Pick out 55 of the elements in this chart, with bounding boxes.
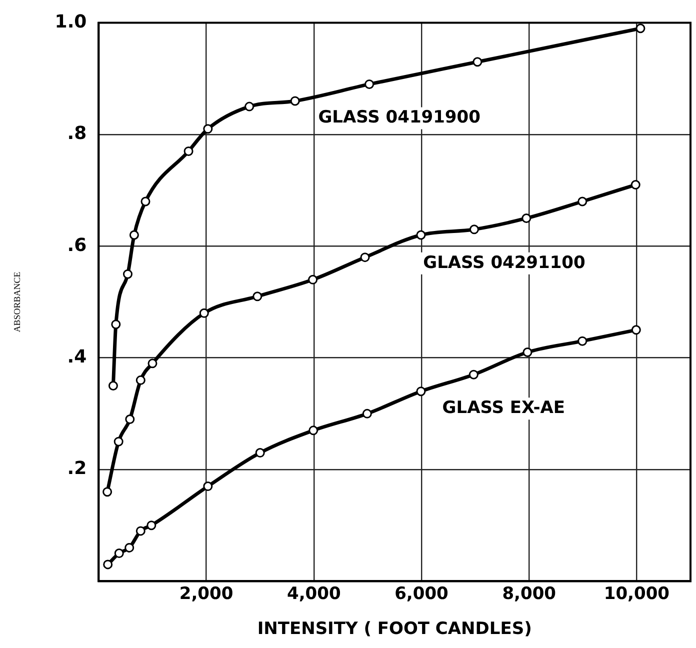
point <box>578 336 588 346</box>
point <box>472 57 482 67</box>
point <box>114 436 124 446</box>
point <box>136 526 146 536</box>
x-axis-title: INTENSITY ( FOOT CANDLES) <box>257 619 532 640</box>
point <box>203 482 213 492</box>
point <box>308 426 318 436</box>
point <box>631 325 641 335</box>
point <box>129 230 139 240</box>
point <box>636 24 646 34</box>
point <box>362 408 372 418</box>
point <box>290 96 300 106</box>
point <box>146 520 156 530</box>
point <box>244 102 254 112</box>
point <box>522 213 532 223</box>
x-tick-label: 2,000 <box>179 584 234 604</box>
point <box>108 381 118 391</box>
point <box>102 487 112 497</box>
point <box>364 79 374 89</box>
y-tick-label: .4 <box>67 346 87 368</box>
x-tick-label: 6,000 <box>394 584 449 604</box>
y-tick-label: .2 <box>67 458 87 480</box>
series-label: GLASS 04291100 <box>423 252 586 273</box>
y-axis-title: ABSORBANCE <box>12 271 22 332</box>
point <box>252 292 262 302</box>
point <box>522 348 532 358</box>
point <box>203 124 213 134</box>
y-tick-label: .8 <box>67 123 87 144</box>
y-tick-label: 1.0 <box>54 11 87 32</box>
series-label: GLASS 04191900 <box>318 108 481 128</box>
x-tick-label: 8,000 <box>502 584 556 604</box>
x-tick-label: 10,000 <box>604 584 670 604</box>
point <box>308 274 318 284</box>
point <box>103 560 113 570</box>
point <box>199 308 209 318</box>
point <box>124 542 134 552</box>
point <box>122 269 132 279</box>
series-label: GLASS EX-AE <box>442 398 566 418</box>
point <box>416 386 426 396</box>
point <box>468 370 478 380</box>
point <box>360 252 370 262</box>
x-tick-label: 4,000 <box>287 584 341 604</box>
point <box>469 224 479 234</box>
point <box>125 414 135 424</box>
y-tick-label: .6 <box>67 234 87 256</box>
point <box>111 320 121 330</box>
point <box>184 146 194 156</box>
point <box>136 375 146 385</box>
point <box>416 230 426 240</box>
point <box>148 358 158 368</box>
point <box>630 180 640 190</box>
point <box>255 448 265 458</box>
point <box>114 548 124 558</box>
point <box>140 196 150 206</box>
point <box>578 196 588 206</box>
